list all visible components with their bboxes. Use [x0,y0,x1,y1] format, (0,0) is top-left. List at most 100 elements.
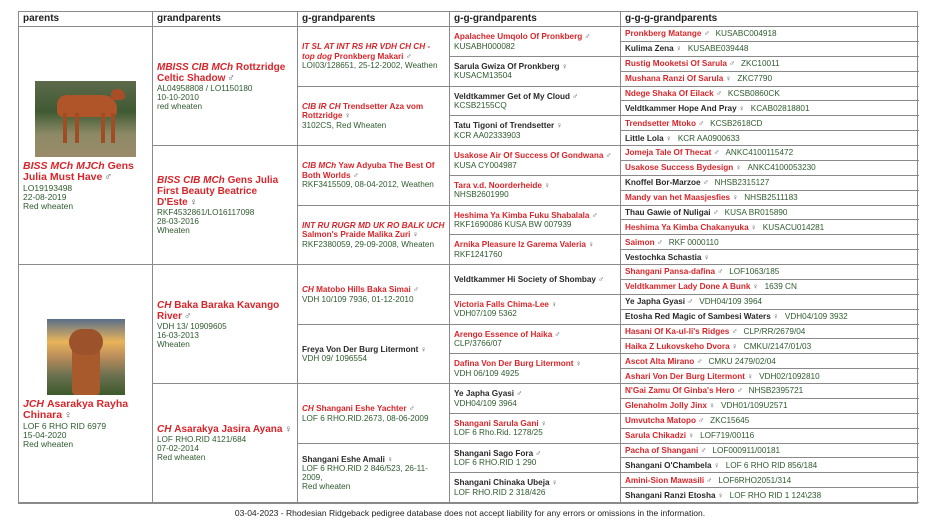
dog-name-line[interactable]: Thau Gawie of Nuligai ♂ [625,208,719,217]
dog-name-link[interactable]: Baka Baraka Kavango River [157,299,280,322]
dog-name-line[interactable]: Tara v.d. Noorderheide ♀ [454,181,616,191]
dog-name-link[interactable]: Glenaholm Jolly Jinx [625,401,707,411]
dog-name-link[interactable]: Jomeja Tale Of Thecat [625,148,712,158]
dog-name-line[interactable]: CH Baka Baraka Kavango River ♂ [157,300,293,322]
dog-name-link[interactable]: Tatu Tigoni of Trendsetter [454,121,555,131]
dog-name-line[interactable]: Heshima Ya Kimba Chakanyuka ♀ [625,223,757,232]
dog-name-line[interactable]: Usakose Air Of Success Of Gondwana ♂ [454,151,616,161]
dog-name-line[interactable]: Shangani Pansa-dafina ♂ [625,267,723,276]
dog-name-link[interactable]: Trendsetter Mtoko [625,118,696,128]
dog-name-line[interactable]: Tatu Tigoni of Trendsetter ♀ [454,121,616,131]
dog-name-line[interactable]: Veldtkammer Get of My Cloud ♂ [454,92,616,102]
dog-name-link[interactable]: Arnika Pleasure Iz Garema Valeria [454,240,586,250]
dog-name-link[interactable]: Dafina Von Der Burg Litermont [454,359,574,369]
dog-name-line[interactable]: JCH Asarakya Rayha Chinara ♀ [23,397,148,422]
dog-name-line[interactable]: IT SL AT INT RS HR VDH CH CH - top dog P… [302,42,445,61]
dog-name-line[interactable]: Veldtkammer Hi Society of Shombay ♂ [454,275,616,285]
dog-name-link[interactable]: Matobo Hills Baka Simai [316,285,411,294]
dog-name-link[interactable]: Veldtkammer Hi Society of Shombay [454,274,596,284]
dog-name-link[interactable]: Gens Julia Must Have [23,159,134,183]
dog-name-line[interactable]: Saimon ♂ [625,238,663,247]
dog-name-line[interactable]: Mandy van het Maasjesfies ♀ [625,193,738,202]
dog-name-link[interactable]: Umvutcha Matopo [625,416,696,426]
dog-name-line[interactable]: CH Asarakya Jasira Ayana ♀ [157,424,293,435]
dog-name-link[interactable]: Heshima Ya Kimba Chakanyuka [625,222,749,232]
dog-name-line[interactable]: CH Shangani Eshe Yachter ♂ [302,404,445,414]
dog-name-link[interactable]: Freya Von Der Burg Litermont [302,344,419,354]
dog-name-line[interactable]: Mushana Ranzi Of Sarula ♀ [625,74,731,83]
dog-name-link[interactable]: Veldtkammer Lady Done A Bunk [625,282,751,292]
dog-name-line[interactable]: Hasani Of Ka-ul-li's Ridges ♂ [625,327,737,336]
dog-name-line[interactable]: Pacha of Shangani ♂ [625,446,706,455]
dog-name-line[interactable]: Knoffel Bor-Marzoe ♂ [625,178,709,187]
dog-name-link[interactable]: Shangani Chinaka Ubeja [454,478,550,488]
dog-name-line[interactable]: Freya Von Der Burg Litermont ♀ [302,345,445,355]
dog-name-link[interactable]: Vestochka Schastia [625,252,702,262]
dog-name-link[interactable]: Etosha Red Magic of Sambesi Waters [625,312,771,322]
dog-name-link[interactable]: Kulima Zena [625,44,674,54]
dog-name-link[interactable]: Knoffel Bor-Marzoe [625,178,701,188]
dog-name-line[interactable]: Apalachee Umqolo Of Pronkberg ♂ [454,32,616,42]
dog-name-line[interactable]: N'Gai Zamu Of Ginba's Hero ♂ [625,386,743,395]
dog-name-link[interactable]: Veldtkammer Get of My Cloud [454,91,571,101]
dog-name-line[interactable]: Shangani Sarula Gani ♀ [454,419,616,429]
dog-name-link[interactable]: Saimon [625,237,655,247]
dog-name-link[interactable]: Pronkberg Matange [625,29,702,39]
dog-name-line[interactable]: Pronkberg Matange ♂ [625,29,710,38]
dog-name-link[interactable]: Apalachee Umqolo Of Pronkberg [454,32,583,42]
dog-name-link[interactable]: Haika Z Lukovskeho Dvora [625,341,730,351]
dog-name-link[interactable]: Shangani Eshe Amali [302,454,385,464]
dog-name-link[interactable]: Ye Japha Gyasi [625,297,686,307]
dog-name-link[interactable]: Asarakya Rayha Chinara [23,397,129,421]
dog-name-line[interactable]: Shangani Eshe Amali ♀ [302,455,445,465]
dog-name-line[interactable]: Ashari Von Der Burg Litermont ♀ [625,372,753,381]
dog-name-link[interactable]: N'Gai Zamu Of Ginba's Hero [625,386,735,396]
dog-name-link[interactable]: Shangani O'Chambela [625,460,712,470]
dog-name-line[interactable]: BISS CIB MCh Gens Julia First Beauty Bea… [157,175,293,208]
dog-name-line[interactable]: Veldtkammer Hope And Pray ♀ [625,104,745,113]
dog-name-link[interactable]: Asarakya Jasira Ayana [174,424,283,435]
dog-name-link[interactable]: Pronkberg Makari [334,51,404,61]
dog-name-line[interactable]: CH Matobo Hills Baka Simai ♂ [302,285,445,295]
dog-name-link[interactable]: Usakose Success Bydesign [625,163,734,173]
dog-name-link[interactable]: Tara v.d. Noorderheide [454,180,542,190]
dog-name-link[interactable]: Victoria Falls Chima-Lee [454,299,549,309]
dog-name-link[interactable]: Hasani Of Ka-ul-li's Ridges [625,326,730,336]
dog-name-link[interactable]: Ye Japha Gyasi [454,389,515,399]
dog-name-link[interactable]: Rustig Mooketsi Of Sarula [625,59,727,69]
dog-name-link[interactable]: Yaw Adyuba The Best Of Both Worlds [302,161,435,180]
dog-name-line[interactable]: Arengo Essence of Haika ♂ [454,330,616,340]
dog-name-link[interactable]: Salmon's Praide Malika Zuri [302,230,411,240]
dog-name-link[interactable]: Mushana Ranzi Of Sarula [625,74,724,84]
dog-name-line[interactable]: Umvutcha Matopo ♂ [625,416,704,425]
dog-name-line[interactable]: CIB MCh Yaw Adyuba The Best Of Both Worl… [302,161,445,180]
dog-name-link[interactable]: Mandy van het Maasjesfies [625,193,731,203]
dog-name-line[interactable]: Shangani O'Chambela ♀ [625,461,720,470]
dog-name-line[interactable]: Sarula Gwiza Of Pronkberg ♀ [454,62,616,72]
dog-name-line[interactable]: Veldtkammer Lady Done A Bunk ♀ [625,282,759,291]
dog-photo[interactable] [46,318,125,395]
dog-name-line[interactable]: Shangani Ranzi Etosha ♀ [625,491,724,500]
dog-name-link[interactable]: Trendsetter Aza vom Rottzridge [302,101,424,121]
dog-name-link[interactable]: Shangani Ranzi Etosha [625,490,716,500]
dog-name-line[interactable]: Usakose Success Bydesign ♀ [625,163,741,172]
dog-name-link[interactable]: Shangani Sago Fora [454,448,534,458]
dog-name-link[interactable]: Rottzridge Celtic Shadow [157,61,286,84]
dog-name-line[interactable]: Haika Z Lukovskeho Dvora ♀ [625,342,738,351]
dog-name-line[interactable]: Amini-Sion Mawasili ♂ [625,476,712,485]
dog-name-line[interactable]: Etosha Red Magic of Sambesi Waters ♀ [625,312,779,321]
dog-name-link[interactable]: Veldtkammer Hope And Pray [625,103,737,113]
dog-name-link[interactable]: Thau Gawie of Nuligai [625,207,711,217]
dog-name-link[interactable]: Ashari Von Der Burg Litermont [625,371,745,381]
dog-name-line[interactable]: Arnika Pleasure Iz Garema Valeria ♀ [454,240,616,250]
dog-name-line[interactable]: Jomeja Tale Of Thecat ♂ [625,148,719,157]
dog-name-link[interactable]: Amini-Sion Mawasili [625,475,705,485]
dog-name-line[interactable]: INT RU RUGR MD UK RO BALK UCH Salmon's P… [302,221,445,240]
dog-name-line[interactable]: MBISS CIB MCh Rottzridge Celtic Shadow ♂ [157,62,293,84]
dog-name-link[interactable]: Shangani Sarula Gani [454,418,539,428]
dog-name-line[interactable]: Ndege Shaka Of Eilack ♂ [625,89,722,98]
dog-name-line[interactable]: Victoria Falls Chima-Lee ♀ [454,300,616,310]
dog-name-line[interactable]: Shangani Sago Fora ♂ [454,449,616,459]
dog-name-line[interactable]: Ye Japha Gyasi ♂ [625,297,693,306]
dog-name-line[interactable]: Rustig Mooketsi Of Sarula ♂ [625,59,735,68]
